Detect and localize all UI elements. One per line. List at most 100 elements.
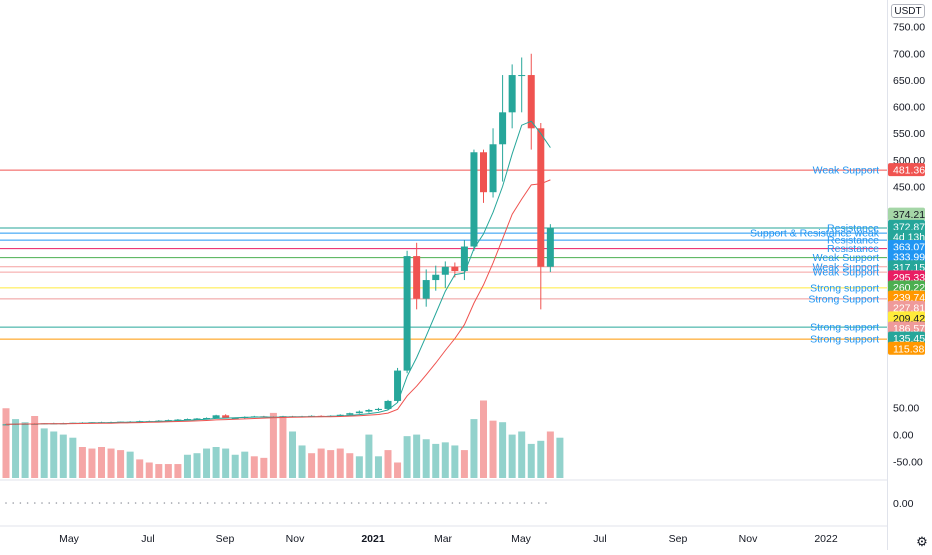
- price-badge: [888, 280, 925, 294]
- candle-body: [231, 417, 239, 419]
- volume-bar: [499, 422, 507, 478]
- volume-tick-label: 50.00: [893, 403, 919, 415]
- indicator-dot: [494, 502, 497, 504]
- volume-bar: [69, 437, 77, 478]
- indicator-dot: [34, 502, 36, 504]
- candle-body: [537, 128, 545, 267]
- indicator-dot: [257, 502, 259, 504]
- price-badge-label: 227.81: [893, 302, 925, 314]
- price-badge-label: 115.38: [893, 343, 924, 355]
- indicator-dot: [379, 502, 382, 504]
- indicator-dot: [221, 502, 223, 504]
- indicator-dot: [149, 502, 151, 504]
- indicator-dot: [487, 502, 490, 504]
- indicator-dot: [55, 502, 58, 504]
- indicator-dot: [264, 502, 267, 504]
- indicator-dot: [214, 502, 216, 504]
- level-label: Resistance: [827, 243, 879, 255]
- level-label: Strong support: [810, 282, 879, 294]
- price-badge: [888, 219, 925, 233]
- volume-bar: [269, 412, 277, 478]
- time-axis-layer: May Jul Sep Nov 2021 Mar May Jul Sep Nov 2022: [59, 533, 838, 545]
- volume-bar: [527, 443, 535, 478]
- volume-bar: [31, 416, 39, 478]
- price-tick-label: 650.00: [893, 75, 925, 87]
- price-axis-layer: 750.00700.00650.00600.00550.00500.00450.…: [893, 22, 925, 510]
- moving-average-slow: [5, 179, 551, 425]
- price-badge: [888, 341, 925, 355]
- indicator-dot: [358, 502, 360, 504]
- volume-bar: [40, 428, 48, 478]
- price-badge: [888, 163, 925, 177]
- volume-bar: [308, 453, 316, 478]
- indicator-dot: [451, 502, 454, 504]
- indicator-dot: [271, 502, 274, 504]
- indicator-dot: [127, 502, 130, 504]
- level-label: Strong support: [810, 322, 879, 334]
- candle-body: [527, 75, 535, 129]
- volume-bar: [441, 442, 449, 478]
- level-label: Weak Support: [813, 267, 879, 279]
- volume-bar: [107, 448, 115, 478]
- indicator-dot: [48, 502, 50, 504]
- volume-bar: [2, 408, 10, 478]
- indicator-dot: [365, 502, 367, 504]
- indicator-dot: [415, 502, 418, 504]
- indicator-dot: [113, 502, 115, 504]
- candle-body: [480, 152, 487, 193]
- indicator-dot: [163, 502, 166, 504]
- volume-bar: [470, 419, 478, 478]
- indicator-dot: [26, 502, 29, 504]
- volume-bar: [480, 400, 487, 478]
- price-badge: [888, 290, 925, 304]
- indicator-dot: [502, 502, 504, 504]
- volume-bar: [231, 454, 239, 478]
- volume-bar: [212, 447, 220, 478]
- time-tick-label: May: [59, 533, 80, 545]
- volume-bar: [241, 451, 249, 478]
- volume-bar: [394, 462, 402, 478]
- volume-bar: [317, 448, 325, 478]
- level-label: Strong Support: [808, 293, 879, 305]
- grid-layer: [0, 0, 888, 550]
- price-badge: [888, 229, 925, 243]
- currency-badge[interactable]: USDT: [891, 4, 925, 18]
- indicator-dot: [185, 502, 187, 504]
- indicator-dot: [300, 502, 303, 504]
- volume-bar: [145, 462, 153, 478]
- volume-bar: [298, 445, 306, 478]
- gear-icon[interactable]: ⚙: [916, 534, 928, 549]
- indicator-dot: [235, 502, 238, 504]
- price-badge-label: 481.36: [893, 165, 925, 177]
- volume-bar: [222, 448, 230, 478]
- price-badge: [888, 250, 925, 264]
- candle-body: [508, 75, 516, 113]
- time-tick-label: 2021: [361, 533, 385, 545]
- volume-bar: [117, 450, 125, 478]
- time-tick-label: Mar: [434, 533, 453, 545]
- indicator-dot: [5, 502, 7, 504]
- volume-bar: [183, 454, 191, 478]
- price-tick-label: 600.00: [893, 102, 925, 114]
- indicator-dot: [84, 502, 86, 504]
- volume-bar: [164, 464, 172, 478]
- indicator-dot: [70, 502, 72, 504]
- volume-tick-label: 0.00: [893, 430, 914, 442]
- indicator-dot: [466, 502, 468, 504]
- level-label: Weak Support: [813, 261, 879, 273]
- indicator-dot: [242, 502, 245, 504]
- candle-body: [336, 414, 344, 416]
- indicator-dot: [336, 502, 339, 504]
- price-tick-label: 550.00: [893, 128, 925, 140]
- candle-body: [374, 408, 382, 410]
- indicator-dot: [91, 502, 94, 504]
- moving-average-layer: [5, 120, 551, 425]
- candle-body: [193, 418, 201, 420]
- candle-body: [183, 419, 191, 421]
- time-tick-label: Nov: [286, 533, 305, 545]
- candles-layer: [2, 53, 554, 426]
